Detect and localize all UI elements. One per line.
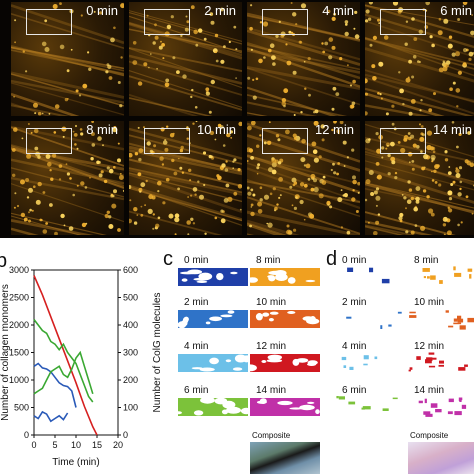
segmentation-mask xyxy=(250,396,320,418)
time-label: 6 min xyxy=(184,385,209,396)
frame-time-label: 0 min xyxy=(86,3,118,18)
y-tick-label-left: 3000 xyxy=(9,265,29,275)
frame-time-label: 12 min xyxy=(314,122,354,137)
time-label: 10 min xyxy=(414,297,445,308)
composite-label: Composite xyxy=(410,431,449,440)
panel-d-letter: d xyxy=(326,248,338,270)
time-label: 0 min xyxy=(184,255,209,266)
microscopy-frame: 6 min xyxy=(365,2,474,116)
collagen-degradation-chart: 0 5 10 15 2005001000150020002500300001002003… xyxy=(0,265,163,468)
frame-time-label: 10 min xyxy=(196,122,236,137)
y-tick-label-right: 400 xyxy=(123,320,138,330)
panel-c-letter: c xyxy=(163,248,173,270)
time-label: 12 min xyxy=(414,341,445,352)
segmentation-mask xyxy=(178,308,248,330)
time-label: 2 min xyxy=(342,297,367,308)
segmentation-mask xyxy=(250,266,320,288)
segmentation-mask xyxy=(250,352,320,374)
y-axis-title-left: Number of collagen monomers xyxy=(0,284,11,421)
frame-time-label: 6 min xyxy=(440,3,472,18)
plot-frame xyxy=(33,269,119,436)
frame-time-label: 2 min xyxy=(204,3,236,18)
series-line xyxy=(33,410,69,423)
region-of-interest-box xyxy=(26,128,72,154)
frame-time-label: 14 min xyxy=(432,122,472,137)
segmentation-mask xyxy=(178,266,248,288)
segmentation-mask xyxy=(178,396,248,418)
composite-label: Composite xyxy=(252,431,291,440)
series-line xyxy=(33,350,94,395)
segmentation-mask xyxy=(408,308,474,330)
segmentation-mask xyxy=(408,352,474,374)
y-tick-label-left: 1000 xyxy=(9,375,29,385)
region-of-interest-box xyxy=(144,9,190,35)
series-line xyxy=(33,362,77,408)
series-line xyxy=(33,275,98,436)
region-of-interest-box xyxy=(380,128,426,154)
region-of-interest-box xyxy=(26,9,72,35)
time-label: 10 min xyxy=(256,297,287,308)
microscopy-frame: 4 min xyxy=(247,2,360,116)
panel-b-letter: b xyxy=(0,250,8,272)
segmentation-mask xyxy=(178,352,248,374)
x-tick-label: 20 xyxy=(113,440,123,450)
y-tick-label-right: 600 xyxy=(123,265,138,275)
fibril-texture xyxy=(365,2,474,116)
time-label: 0 min xyxy=(342,255,367,266)
x-tick-label: 10 xyxy=(71,440,81,450)
time-label: 4 min xyxy=(342,341,367,352)
time-label: 4 min xyxy=(184,341,209,352)
microscopy-frame: 12 min xyxy=(247,121,360,235)
fibril-texture xyxy=(129,121,242,235)
x-axis-title: Time (min) xyxy=(52,457,99,468)
fibril-texture xyxy=(11,2,124,116)
y-tick-label-left: 2500 xyxy=(9,293,29,303)
segmentation-mask xyxy=(408,396,474,418)
frame-time-label: 8 min xyxy=(86,122,118,137)
frame-time-label: 4 min xyxy=(322,3,354,18)
time-label: 12 min xyxy=(256,341,287,352)
microscopy-frame: 14 min xyxy=(365,121,474,235)
segmentation-mask xyxy=(250,308,320,330)
composite-image xyxy=(408,442,474,474)
microscopy-frame: 10 min xyxy=(129,121,242,235)
segmentation-mask xyxy=(336,308,406,330)
time-label: 2 min xyxy=(184,297,209,308)
composite-image xyxy=(250,442,320,474)
time-label: 6 min xyxy=(342,385,367,396)
segmentation-mask xyxy=(336,266,406,288)
x-tick-label: 5 xyxy=(52,440,57,450)
segmentation-mask xyxy=(336,396,406,418)
region-of-interest-box xyxy=(380,9,426,35)
x-tick-label: 0 xyxy=(31,440,36,450)
x-tick-label: 15 xyxy=(92,440,102,450)
time-label: 8 min xyxy=(256,255,281,266)
y-tick-label-left: 1500 xyxy=(9,348,29,358)
region-of-interest-box xyxy=(144,128,190,154)
series-line xyxy=(33,319,94,403)
fibril-texture xyxy=(247,2,360,116)
segmentation-mask xyxy=(336,352,406,374)
segmentation-mask xyxy=(408,266,474,288)
fibril-texture xyxy=(247,121,360,235)
time-label: 14 min xyxy=(256,385,287,396)
microscopy-frame: 0 min xyxy=(11,2,124,116)
y-tick-label-right: 100 xyxy=(123,403,138,413)
microscopy-frame: 2 min xyxy=(129,2,242,116)
region-of-interest-box xyxy=(262,9,308,35)
fibril-texture xyxy=(365,121,474,235)
fibril-texture xyxy=(129,5,242,116)
y-tick-label-left: 500 xyxy=(14,403,29,413)
y-axis-title-right: Number of ColG molecules xyxy=(152,292,163,412)
y-tick-label-left: 0 xyxy=(24,430,29,440)
y-tick-label-left: 2000 xyxy=(9,320,29,330)
time-label: 14 min xyxy=(414,385,445,396)
region-of-interest-box xyxy=(262,128,308,154)
time-label: 8 min xyxy=(414,255,439,266)
y-tick-label-right: 300 xyxy=(123,348,138,358)
y-tick-label-right: 200 xyxy=(123,375,138,385)
y-tick-label-right: 500 xyxy=(123,293,138,303)
microscopy-frame: 8 min xyxy=(11,121,124,235)
y-tick-label-right: 0 xyxy=(123,430,128,440)
